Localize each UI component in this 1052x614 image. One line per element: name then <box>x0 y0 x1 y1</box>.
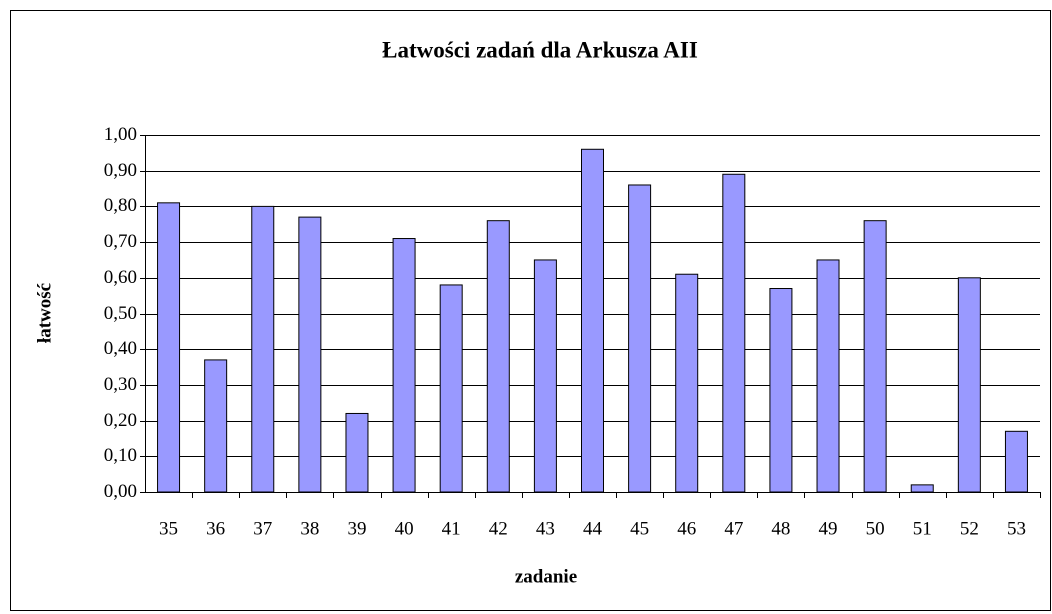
y-tick-label: 1,00 <box>104 124 137 145</box>
y-tick-label: 0,70 <box>104 231 137 252</box>
x-tick-label: 42 <box>489 518 508 539</box>
bar <box>486 220 510 493</box>
bar <box>910 484 934 493</box>
x-tick-label: 41 <box>442 518 461 539</box>
bar <box>628 184 652 493</box>
y-tick-label: 0,60 <box>104 267 137 288</box>
x-tick-label: 52 <box>960 518 979 539</box>
y-tick-label: 0,50 <box>104 303 137 324</box>
bar <box>863 220 887 493</box>
bar <box>298 216 322 493</box>
x-tick-label: 35 <box>159 518 178 539</box>
bar <box>675 273 699 493</box>
bar <box>345 412 369 493</box>
chart-frame <box>10 10 1051 611</box>
x-tick-label: 39 <box>347 518 366 539</box>
bar <box>722 173 746 493</box>
y-axis-label: łatwość <box>34 283 55 343</box>
x-tick-label: 48 <box>771 518 790 539</box>
bar <box>581 148 604 493</box>
bar <box>769 288 793 493</box>
bar <box>392 238 416 493</box>
y-tick-label: 0,40 <box>104 338 137 359</box>
bar <box>816 259 840 493</box>
bar <box>157 202 181 493</box>
x-tick-label: 49 <box>819 518 838 539</box>
x-tick-label: 40 <box>395 518 414 539</box>
x-tick-label: 50 <box>866 518 885 539</box>
y-tick-label: 0,80 <box>104 195 137 216</box>
bar <box>439 284 463 493</box>
y-tick-label: 0,00 <box>104 481 137 502</box>
chart-title: Łatwości zadań dla Arkusza AII <box>382 37 698 62</box>
x-tick-label: 47 <box>724 518 743 539</box>
x-tick-label: 51 <box>913 518 932 539</box>
bar <box>533 259 557 493</box>
bar <box>1004 430 1028 493</box>
x-tick-label: 45 <box>630 518 649 539</box>
y-tick-label: 0,90 <box>104 160 137 181</box>
x-tick-label: 44 <box>583 518 603 539</box>
x-tick-label: 43 <box>536 518 555 539</box>
x-tick-label: 36 <box>206 518 225 539</box>
bar <box>957 277 981 493</box>
y-tick-label: 0,10 <box>104 445 137 466</box>
x-tick-label: 38 <box>300 518 319 539</box>
y-tick-label: 0,20 <box>104 410 137 431</box>
x-axis-label: zadanie <box>515 566 577 587</box>
y-tick-label: 0,30 <box>104 374 137 395</box>
x-tick-label: 53 <box>1007 518 1026 539</box>
bar <box>251 205 275 493</box>
bar <box>204 359 228 493</box>
x-tick-label: 37 <box>253 518 272 539</box>
x-tick-label: 46 <box>677 518 696 539</box>
